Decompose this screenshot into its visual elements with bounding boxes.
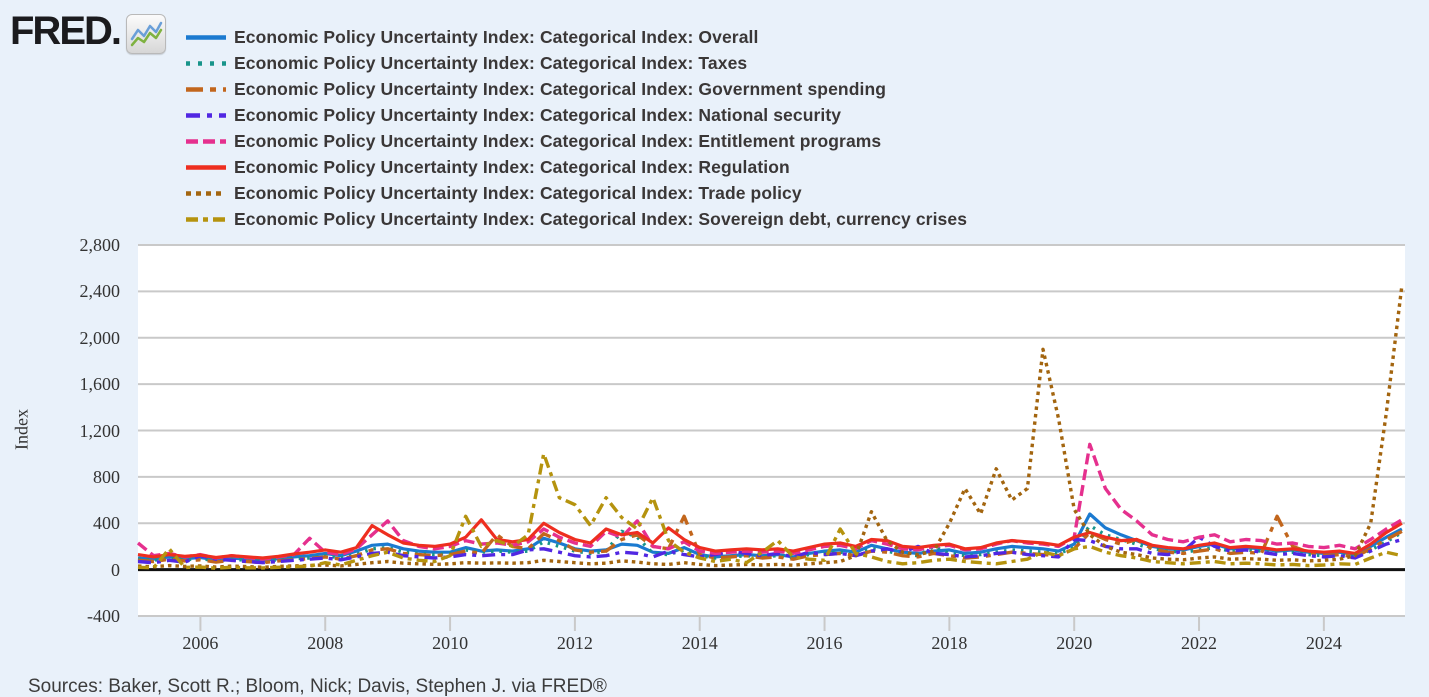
- x-tick-label: 2022: [1181, 633, 1218, 653]
- legend-item-regulation: Economic Policy Uncertainty Index: Categ…: [185, 154, 967, 180]
- y-axis-title: Index: [11, 409, 32, 450]
- series-line-taxes: [137, 523, 1403, 564]
- legend-label: Economic Policy Uncertainty Index: Categ…: [234, 78, 887, 99]
- legend-item-overall: Economic Policy Uncertainty Index: Categ…: [185, 24, 967, 50]
- legend-label: Economic Policy Uncertainty Index: Categ…: [234, 208, 968, 229]
- series-line-sovereign-debt-currency-crises: [137, 452, 1403, 570]
- x-tick-label: 2018: [931, 633, 968, 653]
- fred-logo-text: FRED.: [10, 9, 122, 53]
- legend-swatch-entitlement-programs: [186, 138, 226, 144]
- y-tick-label: 1,600: [79, 374, 121, 395]
- x-tick-label: 2016: [806, 633, 843, 653]
- y-tick-label: 0: [111, 559, 120, 580]
- legend-swatch-overall: [186, 34, 226, 40]
- legend-item-trade-policy: Economic Policy Uncertainty Index: Categ…: [185, 180, 967, 206]
- y-tick-label: -400: [87, 606, 120, 626]
- legend-label: Economic Policy Uncertainty Index: Categ…: [234, 182, 802, 203]
- y-tick-label: 2,000: [79, 327, 121, 348]
- legend-item-entitlement-programs: Economic Policy Uncertainty Index: Categ…: [185, 128, 967, 154]
- series-line-entitlement-programs: [136, 442, 1403, 561]
- x-tick-label: 2010: [432, 633, 469, 653]
- legend-label: Economic Policy Uncertainty Index: Categ…: [234, 52, 748, 73]
- x-tick-label: 2008: [307, 633, 344, 653]
- legend-label: Economic Policy Uncertainty Index: Categ…: [234, 130, 882, 151]
- x-tick-label: 2024: [1305, 633, 1342, 653]
- legend-swatch-government-spending: [186, 86, 226, 92]
- y-tick-label: 1,200: [79, 420, 121, 441]
- legend-label: Economic Policy Uncertainty Index: Categ…: [234, 156, 790, 177]
- legend-swatch-regulation: [186, 164, 226, 170]
- series-line-trade-policy: [137, 285, 1404, 569]
- legend-swatch-sovereign-debt-currency-crises: [186, 216, 226, 222]
- y-tick-label: 800: [93, 466, 120, 487]
- chart-legend: Economic Policy Uncertainty Index: Categ…: [185, 24, 967, 232]
- y-tick-label: 400: [93, 513, 120, 534]
- y-tick-label: 2,400: [79, 281, 121, 302]
- legend-item-taxes: Economic Policy Uncertainty Index: Categ…: [185, 50, 967, 76]
- series-line-national-security: [137, 535, 1403, 565]
- series-line-regulation: [137, 518, 1403, 560]
- legend-label: Economic Policy Uncertainty Index: Categ…: [234, 104, 842, 125]
- x-tick-label: 2006: [182, 633, 219, 653]
- sources-line: Sources: Baker, Scott R.; Bloom, Nick; D…: [28, 676, 607, 697]
- fred-logo: FRED.: [10, 9, 166, 54]
- legend-swatch-trade-policy: [186, 190, 226, 196]
- legend-item-national-security: Economic Policy Uncertainty Index: Categ…: [185, 102, 967, 128]
- legend-item-government-spending: Economic Policy Uncertainty Index: Categ…: [185, 76, 967, 102]
- x-tick-label: 2012: [556, 633, 593, 653]
- legend-label: Economic Policy Uncertainty Index: Categ…: [234, 26, 759, 47]
- legend-swatch-national-security: [186, 112, 226, 118]
- y-tick-label: 2,800: [79, 235, 121, 255]
- x-tick-label: 2020: [1056, 633, 1093, 653]
- legend-item-sovereign-debt-currency-crises: Economic Policy Uncertainty Index: Categ…: [185, 206, 967, 232]
- x-tick-label: 2014: [681, 633, 718, 653]
- fred-line-chart-icon: [126, 14, 166, 54]
